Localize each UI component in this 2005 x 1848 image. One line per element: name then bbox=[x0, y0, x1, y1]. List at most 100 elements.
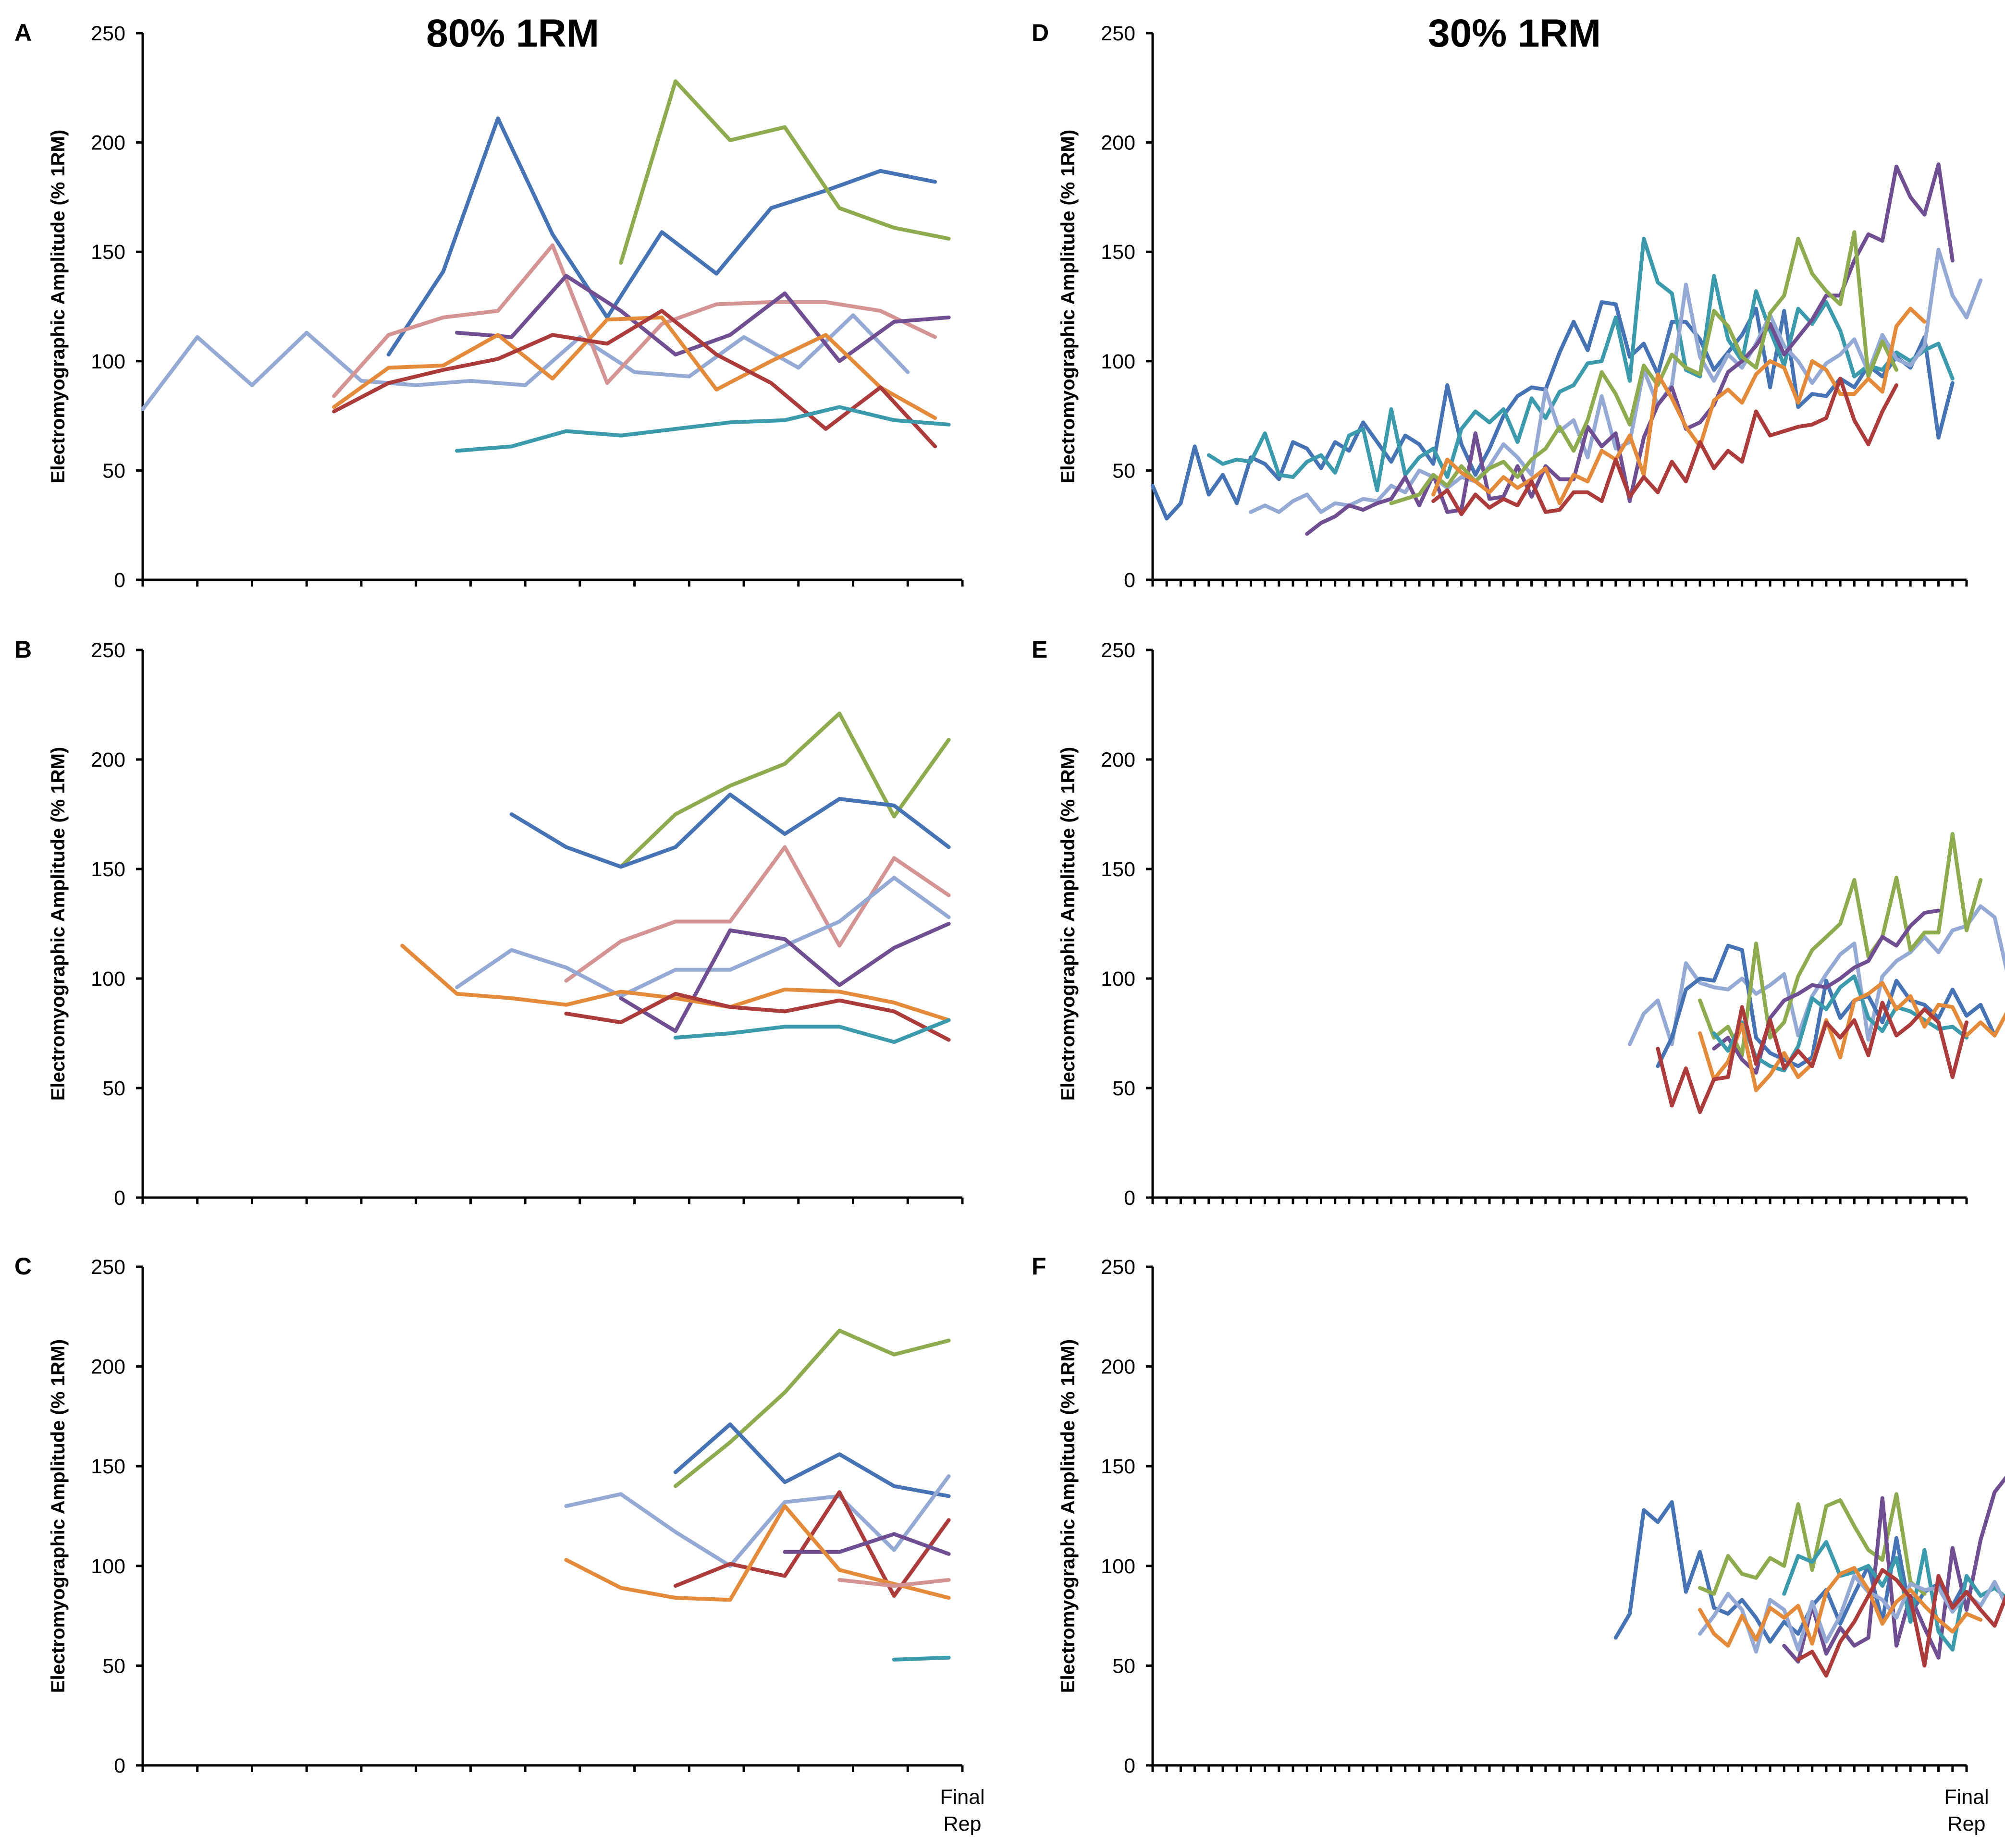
panel-c-y-tick-label: 200 bbox=[91, 1356, 125, 1379]
panel-b-y-tick-label: 50 bbox=[102, 1077, 125, 1100]
panel-e-series-blue bbox=[1656, 943, 1997, 1068]
panel-d-y-tick-label: 250 bbox=[1101, 22, 1135, 45]
panel-c-y-axis-label: Electromyographic Amplitude (% 1RM) bbox=[48, 1339, 69, 1693]
panel-b-series-orange bbox=[400, 943, 951, 1022]
panel-c: C 0 50 100 150 200 250 Electromyographic Amplit… bbox=[14, 1253, 985, 1836]
panel-d-letter: D bbox=[1032, 19, 1049, 46]
panel-b-y-axis-label: Electromyographic Amplitude (% 1RM) bbox=[48, 747, 69, 1101]
panel-a-series-orange bbox=[332, 315, 937, 420]
panel-f-series-purple bbox=[1782, 1476, 2005, 1664]
panel-f-letter: F bbox=[1032, 1253, 1046, 1280]
panel-f-y-tick-label: 250 bbox=[1101, 1256, 1135, 1279]
panel-f-y-tick-label: 100 bbox=[1101, 1555, 1135, 1578]
panel-c-series-green bbox=[673, 1328, 951, 1488]
panel-b-series-blue bbox=[509, 793, 951, 869]
panel-b-series-red bbox=[564, 991, 951, 1042]
panel-e-series-red bbox=[1656, 1001, 1968, 1114]
panel-f-y-tick-label: 150 bbox=[1101, 1455, 1135, 1478]
panel-a-y-axis-label: Electromyographic Amplitude (% 1RM) bbox=[48, 130, 69, 483]
panel-b-y-tick-label: 250 bbox=[91, 639, 125, 662]
panel-c-final-label: Final bbox=[940, 1786, 984, 1809]
panel-a-series-green bbox=[619, 79, 951, 265]
panel-a-y-tick-label: 100 bbox=[91, 350, 125, 373]
panel-c-series-orange bbox=[564, 1504, 951, 1602]
panel-a-y-tick-label: 250 bbox=[91, 22, 125, 45]
panel-c-series-pink bbox=[837, 1578, 951, 1588]
panel-f-y-tick-label: 50 bbox=[1112, 1654, 1135, 1677]
panel-f-y-tick-label: 0 bbox=[1124, 1754, 1135, 1777]
panel-f-series-lightblue bbox=[1698, 1574, 2005, 1654]
panel-a-series-teal bbox=[455, 405, 951, 453]
panel-c-y-tick-label: 50 bbox=[102, 1654, 125, 1677]
panel-e-letter: E bbox=[1032, 636, 1047, 663]
panel-d-y-tick-label: 150 bbox=[1101, 241, 1135, 264]
panel-b-y-tick-label: 200 bbox=[91, 748, 125, 771]
panel-e-series-orange bbox=[1698, 981, 2005, 1092]
panel-a-letter: A bbox=[14, 19, 32, 46]
panel-d-y-axis-label: Electromyographic Amplitude (% 1RM) bbox=[1058, 130, 1079, 483]
panel-c-series-red bbox=[673, 1490, 951, 1598]
panel-c-y-tick-label: 150 bbox=[91, 1455, 125, 1478]
panel-c-series-teal bbox=[892, 1655, 951, 1662]
panel-d-y-tick-label: 0 bbox=[1124, 569, 1135, 592]
panel-a-series-lightblue bbox=[141, 313, 910, 411]
panel-d-series-red bbox=[1431, 377, 1898, 516]
panel-a-series-purple bbox=[455, 274, 951, 363]
panel-f-series-red bbox=[1796, 1568, 2005, 1678]
panel-d-y-tick-label: 100 bbox=[1101, 350, 1135, 373]
panel-a-y-tick-label: 0 bbox=[114, 569, 125, 592]
panel-e-y-tick-label: 150 bbox=[1101, 858, 1135, 881]
panel-c-rep-label: Rep bbox=[944, 1812, 982, 1836]
panel-c-y-tick-label: 250 bbox=[91, 1256, 125, 1279]
panel-c-y-tick-label: 0 bbox=[114, 1754, 125, 1777]
panel-c-y-tick-label: 100 bbox=[91, 1555, 125, 1578]
panel-d-series-orange bbox=[1431, 306, 1927, 505]
panel-b-y-tick-label: 100 bbox=[91, 967, 125, 991]
panel-c-letter: C bbox=[14, 1253, 32, 1280]
panel-e-y-tick-label: 250 bbox=[1101, 639, 1135, 662]
panel-f-final-label: Final bbox=[1944, 1786, 1989, 1809]
panel-e-y-tick-label: 50 bbox=[1112, 1077, 1135, 1100]
panel-f-rep-label: Rep bbox=[1948, 1812, 1986, 1836]
panel-a-y-tick-label: 150 bbox=[91, 241, 125, 264]
panels: A 0 50 100 150 200 250 Electromyographic Amplit… bbox=[14, 19, 2005, 1836]
panel-f-y-axis-label: Electromyographic Amplitude (% 1RM) bbox=[1058, 1339, 1079, 1693]
panel-a-series-red bbox=[332, 309, 937, 449]
panel-b-series-pink bbox=[564, 845, 951, 983]
panel-b-series-lightblue bbox=[455, 876, 951, 998]
panel-c-series-purple bbox=[783, 1532, 951, 1556]
panel-b-y-tick-label: 0 bbox=[114, 1187, 125, 1210]
panel-e: E 0 50 100 150 200 250 Electromyographic Amplit… bbox=[1032, 636, 2005, 1210]
panel-a-series-pink bbox=[332, 243, 937, 398]
panel-c-series-blue bbox=[673, 1422, 951, 1498]
panel-d-series-teal bbox=[1206, 236, 1955, 492]
panel-b-series-green bbox=[619, 711, 951, 869]
panel-c-series-lightblue bbox=[564, 1474, 951, 1568]
panel-a-y-tick-label: 50 bbox=[102, 459, 125, 482]
panel-e-series-lightblue bbox=[1628, 904, 2005, 1046]
panel-b: B 0 50 100 150 200 250 Electromyographic Amplit… bbox=[14, 636, 964, 1210]
panel-d-series-purple bbox=[1305, 162, 1955, 536]
panel-b-y-tick-label: 150 bbox=[91, 858, 125, 881]
panel-e-y-axis-label: Electromyographic Amplitude (% 1RM) bbox=[1058, 747, 1079, 1101]
panel-e-y-tick-label: 200 bbox=[1101, 748, 1135, 771]
panel-d: D 0 50 100 150 200 250 Electromyographic Amplit… bbox=[1032, 19, 1983, 592]
panel-e-series-green bbox=[1698, 832, 1983, 1057]
panel-b-series-purple bbox=[619, 922, 951, 1033]
panel-b-letter: B bbox=[14, 636, 32, 663]
panel-d-series-lightblue bbox=[1249, 247, 1983, 514]
panel-a: A 0 50 100 150 200 250 Electromyographic Amplit… bbox=[14, 19, 964, 592]
panel-b-series-teal bbox=[673, 1018, 951, 1044]
title-80-percent-1rm: 80% 1RM bbox=[426, 12, 599, 55]
panel-a-y-tick-label: 200 bbox=[91, 132, 125, 155]
panel-d-y-tick-label: 50 bbox=[1112, 459, 1135, 482]
panel-f-y-tick-label: 200 bbox=[1101, 1356, 1135, 1379]
panel-e-y-tick-label: 100 bbox=[1101, 967, 1135, 991]
panel-a-series-blue bbox=[386, 116, 937, 357]
panel-f: F 0 50 100 150 200 250 Electromyographic Amplit… bbox=[1032, 1253, 2005, 1836]
panel-e-y-tick-label: 0 bbox=[1124, 1187, 1135, 1210]
panel-d-y-tick-label: 200 bbox=[1101, 132, 1135, 155]
panel-d-series-blue bbox=[1151, 300, 1955, 521]
title-30-percent-1rm: 30% 1RM bbox=[1428, 12, 1601, 55]
